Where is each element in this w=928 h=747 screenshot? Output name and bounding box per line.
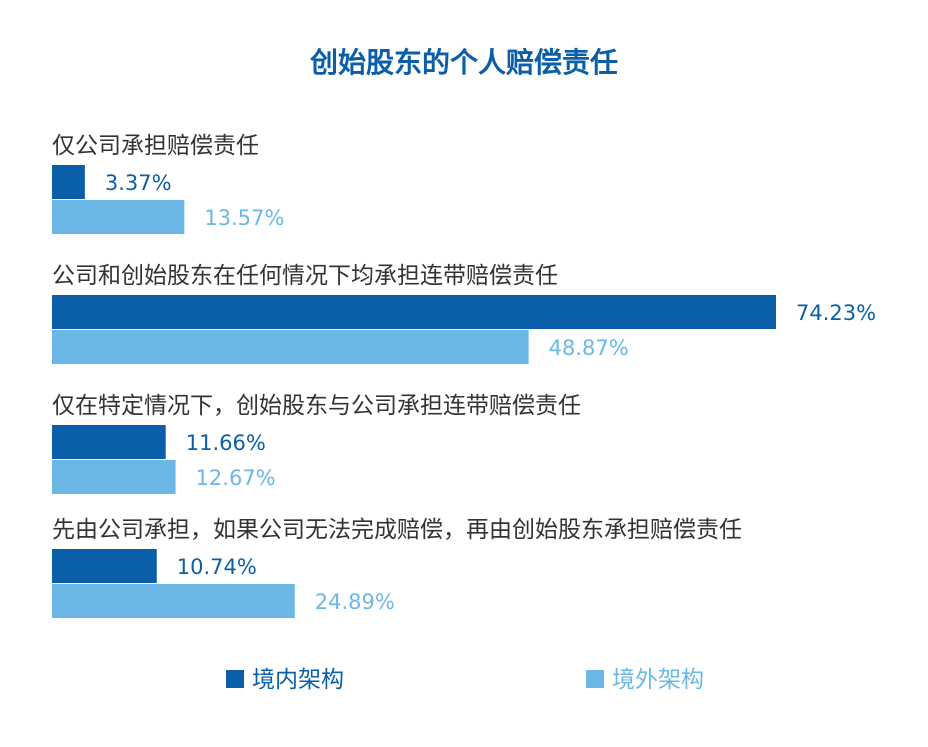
plot-area: 仅公司承担赔偿责任 3.37% 13.57% 公司和创始股东在任何情况下均承担连带赔偿… <box>52 133 876 618</box>
legend: 境内架构 境外架构 <box>226 667 704 693</box>
legend-swatch <box>226 670 244 688</box>
value-label: 13.57% <box>204 206 284 230</box>
category-label: 先由公司承担，如果公司无法完成赔偿，再由创始股东承担赔偿责任 <box>52 517 742 543</box>
value-label: 10.74% <box>177 555 257 579</box>
value-label: 11.66% <box>186 431 266 455</box>
value-label: 48.87% <box>549 336 629 360</box>
bar-domestic <box>52 165 85 199</box>
category-label: 仅公司承担赔偿责任 <box>52 133 259 159</box>
value-label: 3.37% <box>105 171 172 195</box>
value-label: 74.23% <box>796 301 876 325</box>
chart-title: 创始股东的个人赔偿责任 <box>309 46 618 79</box>
bar-offshore <box>52 200 185 234</box>
value-label: 24.89% <box>315 590 395 614</box>
category-label: 公司和创始股东在任何情况下均承担连带赔偿责任 <box>52 263 558 289</box>
value-label: 12.67% <box>196 466 276 490</box>
legend-swatch <box>586 670 604 688</box>
bar-offshore <box>52 330 529 364</box>
bar-domestic <box>52 549 157 583</box>
bar-offshore <box>52 460 176 494</box>
category-label: 仅在特定情况下，创始股东与公司承担连带赔偿责任 <box>52 393 581 419</box>
bar-domestic <box>52 295 776 329</box>
bar-domestic <box>52 425 166 459</box>
legend-label: 境内架构 <box>252 667 344 693</box>
legend-label: 境外架构 <box>612 667 704 693</box>
bar-offshore <box>52 584 295 618</box>
